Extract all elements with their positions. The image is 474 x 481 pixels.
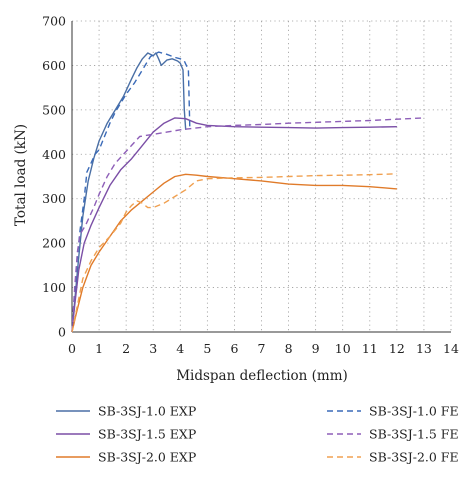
x-tick-label-13: 13: [416, 341, 432, 356]
y-tick-label-4: 400: [42, 147, 66, 162]
axes: [71, 21, 451, 333]
x-tick-labels: 0 1 2 3 4 5 6 7 8 9 10 11 12 13 14: [68, 341, 459, 356]
y-axis-label: Total load (kN): [13, 124, 29, 226]
y-tick-label-1: 100: [42, 280, 66, 295]
x-tick-label-7: 7: [258, 341, 266, 356]
legend-label-0: SB-3SJ-1.0 EXP: [98, 404, 196, 419]
x-tick-label-0: 0: [68, 341, 76, 356]
x-tick-label-8: 8: [285, 341, 293, 356]
x-axis-label: Midspan deflection (mm): [176, 368, 348, 384]
y-tick-label-5: 500: [42, 102, 66, 117]
series-line-2: [71, 173, 397, 333]
y-tick-labels: 0 100 200 300 400 500 600 700: [42, 14, 66, 340]
series-lines: [71, 51, 424, 333]
x-tick-label-3: 3: [149, 341, 157, 356]
x-tick-label-14: 14: [443, 341, 459, 356]
y-tick-label-7: 700: [42, 14, 66, 29]
x-tick-label-5: 5: [203, 341, 211, 356]
legend-label-4: SB-3SJ-1.5 FE: [369, 427, 459, 442]
x-tick-label-9: 9: [312, 341, 320, 356]
series-line-0: [71, 52, 187, 333]
x-tick-label-12: 12: [389, 341, 405, 356]
x-tick-label-1: 1: [95, 341, 103, 356]
legend-label-2: SB-3SJ-2.0 EXP: [98, 450, 196, 465]
legend-label-1: SB-3SJ-1.5 EXP: [98, 427, 196, 442]
x-tick-label-6: 6: [230, 341, 238, 356]
x-tick-label-2: 2: [122, 341, 130, 356]
y-tick-label-3: 300: [42, 191, 66, 206]
legend-label-5: SB-3SJ-2.0 FE: [369, 450, 459, 465]
series-line-4: [71, 117, 424, 333]
series-line-3: [71, 51, 191, 333]
y-tick-label-6: 600: [42, 58, 66, 73]
y-tick-label-2: 200: [42, 236, 66, 251]
x-tick-label-11: 11: [362, 341, 378, 356]
series-line-5: [71, 173, 397, 333]
series-line-1: [71, 117, 397, 333]
gridlines: [72, 20, 452, 332]
legend: SB-3SJ-1.0 EXP SB-3SJ-1.5 EXP SB-3SJ-2.0 E…: [56, 404, 459, 465]
y-tick-label-0: 0: [58, 325, 66, 340]
x-tick-label-4: 4: [176, 341, 184, 356]
x-tick-label-10: 10: [335, 341, 351, 356]
legend-label-3: SB-3SJ-1.0 FE: [369, 404, 459, 419]
